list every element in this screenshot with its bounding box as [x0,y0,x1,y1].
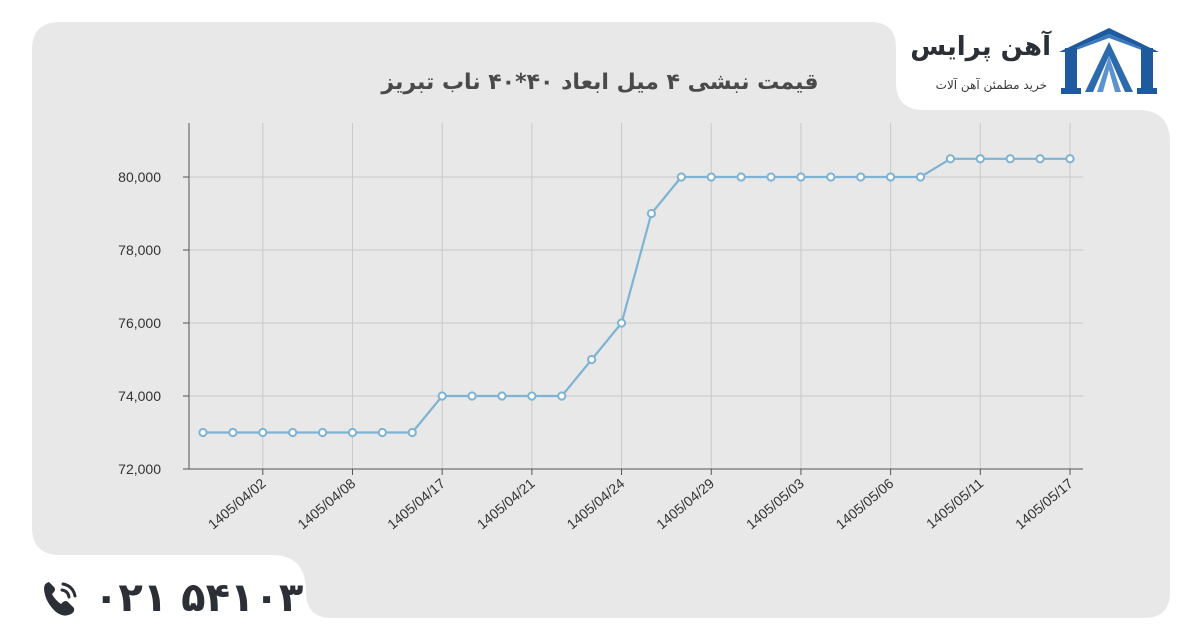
data-point-13 [587,354,597,365]
data-point-8 [437,391,447,401]
data-point-18 [736,172,746,182]
data-points [198,154,1075,438]
axes [183,123,1083,475]
data-point-24 [915,172,926,182]
data-point-5 [347,427,358,438]
y-tick-label-1: 74,000 [118,388,161,404]
data-point-4 [317,427,328,438]
data-point-20 [796,172,806,182]
series-line [203,157,1070,434]
data-point-22 [856,172,866,182]
building-logo-icon [1059,28,1159,94]
x-tick-label-6: 1405/05/03 [743,475,807,532]
data-point-3 [288,427,298,438]
chart-title: قیمت نبشی ۴ میل ابعاد ۴۰*۴۰ ناب تبریز [381,70,819,95]
contact-phone[interactable]: ۰۲۱ ۵۴۱۰۳ [40,568,303,628]
x-tick-label-5: 1405/04/29 [653,475,717,532]
data-point-25 [945,154,956,164]
data-point-0 [198,427,208,438]
data-point-6 [377,427,387,438]
phone-icon [44,582,77,616]
x-tick-label-3: 1405/04/21 [474,475,538,532]
x-tick-label-8: 1405/05/11 [923,475,986,532]
data-point-23 [886,172,896,182]
data-point-12 [557,391,567,401]
brand-name: آهن پرایس [910,32,1051,62]
y-tick-labels: 72,000 74,000 76,000 78,000 80,000 [118,169,161,477]
x-tick-label-4: 1405/04/24 [564,475,628,532]
data-point-7 [407,427,417,438]
data-point-21 [826,172,836,182]
data-point-17 [706,172,716,182]
x-tick-label-9: 1405/05/17 [1012,475,1076,532]
x-tick-label-7: 1405/05/06 [833,475,897,532]
data-point-29 [1065,154,1075,164]
data-point-2 [258,427,268,438]
data-point-16 [676,172,686,182]
data-point-10 [497,391,507,401]
data-point-11 [527,391,537,401]
grid-lines [188,123,1083,469]
brand-tagline: خرید مطمئن آهن آلات [935,78,1047,92]
brand-logo: آهن پرایس خرید مطمئن آهن آلات [905,22,1177,102]
data-point-19 [766,172,776,182]
x-tick-label-1: 1405/04/08 [294,475,358,532]
x-tick-label-0: 1405/04/02 [205,475,269,532]
data-point-1 [228,427,238,438]
y-tick-label-0: 72,000 [118,461,161,477]
data-point-28 [1035,154,1045,164]
data-point-15 [646,208,657,219]
y-tick-label-3: 78,000 [118,242,161,258]
x-tick-label-2: 1405/04/17 [384,475,448,532]
data-point-9 [467,391,477,401]
y-tick-label-2: 76,000 [118,315,161,331]
data-point-27 [1005,154,1015,164]
phone-number[interactable]: ۰۲۱ ۵۴۱۰۳ [94,575,304,621]
data-point-26 [975,154,985,164]
y-tick-label-4: 80,000 [118,169,161,185]
x-tick-labels: 1405/04/02 1405/04/08 1405/04/17 1405/04/21… [205,475,1076,532]
data-point-14 [616,318,627,328]
